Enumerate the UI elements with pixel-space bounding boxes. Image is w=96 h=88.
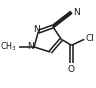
Text: N: N — [27, 42, 34, 51]
Text: Cl: Cl — [86, 34, 95, 43]
Text: CH$_3$: CH$_3$ — [0, 41, 17, 53]
Text: N: N — [33, 25, 40, 34]
Text: N: N — [73, 8, 80, 17]
Text: O: O — [67, 65, 74, 74]
